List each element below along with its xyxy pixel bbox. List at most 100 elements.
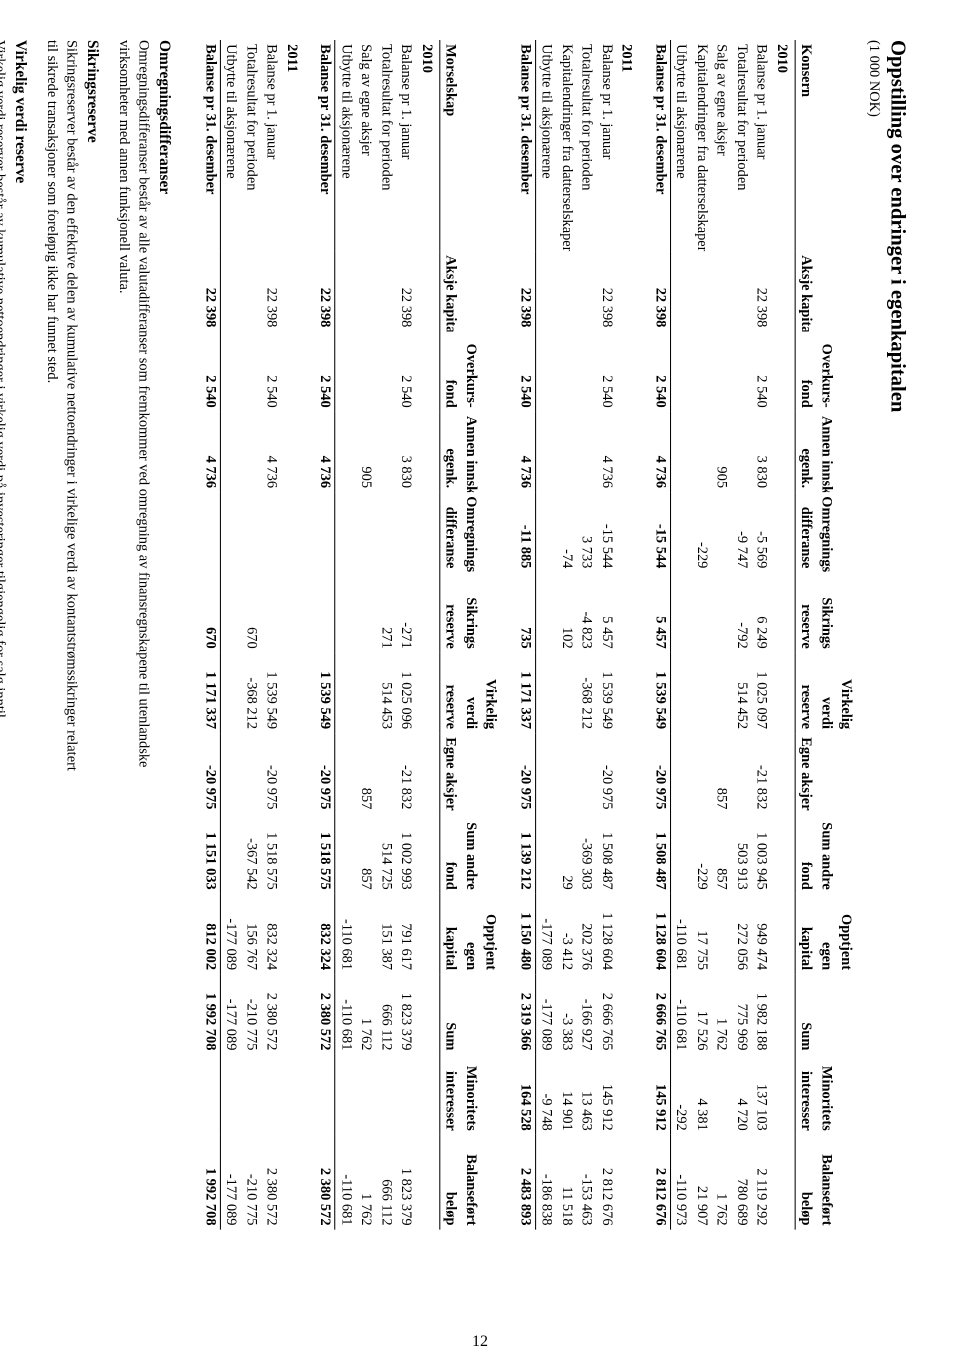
cell: 29: [556, 814, 576, 894]
cell: 2 380 572: [261, 974, 281, 1054]
cell: [536, 251, 557, 331]
cell: 791 617: [396, 894, 416, 974]
col-header: Sikrings: [460, 573, 480, 653]
cell: [220, 573, 241, 653]
col-header: Minoritets: [816, 1055, 836, 1135]
table-row: Balanse pr 1. januar22 3982 5404 736-15 …: [596, 40, 616, 1230]
col-header: [836, 331, 856, 411]
col-header: Overkurs-: [460, 331, 480, 411]
cell: 2 319 366: [515, 974, 536, 1054]
cell: [671, 251, 692, 331]
cell: 17 526: [691, 974, 711, 1054]
note-heading: Omregningsdifferanser: [154, 40, 175, 782]
total-row: Balanse pr 31. desember22 3982 5404 7366…: [200, 40, 221, 1230]
row-label: Totalresultat for perioden: [376, 40, 396, 251]
row-label: Utbytte til aksjonærene: [671, 40, 692, 251]
cell: 1 539 549: [315, 653, 336, 733]
cell: -229: [691, 814, 711, 894]
cell: 1 982 188: [751, 974, 771, 1054]
row-label: Balanse pr 1. januar: [596, 40, 616, 251]
row-label: Utbytte til aksjonærene: [335, 40, 356, 251]
cell: 832 324: [315, 894, 336, 974]
table-row: Salg av egne aksjer9058578571 7621 762: [711, 40, 731, 1230]
cell: 2 119 292: [751, 1135, 771, 1230]
cell: 1 762: [711, 974, 731, 1054]
cell: 780 689: [731, 1135, 751, 1230]
note-body: Sikringsreserver består av den effektive…: [41, 40, 80, 782]
cell: 102: [556, 573, 576, 653]
cell: [536, 331, 557, 411]
col-header: Egne aksjer: [440, 733, 461, 813]
cell: 4 381: [691, 1055, 711, 1135]
cell: [671, 492, 692, 572]
cell: -9 747: [731, 492, 751, 572]
cell: [220, 492, 241, 572]
cell: 145 912: [596, 1055, 616, 1135]
col-header: reserve: [795, 653, 816, 733]
cell: [335, 733, 356, 813]
cell: -166 927: [576, 974, 596, 1054]
col-header: [836, 412, 856, 492]
cell: 4 736: [261, 412, 281, 492]
row-label: Balanse pr 1. januar: [396, 40, 416, 251]
page-subtitle: (1 000 NOK): [864, 40, 882, 1214]
cell: [536, 492, 557, 572]
table-row: Salg av egne aksjer9058578571 7621 762: [356, 40, 376, 1230]
cell: -20 975: [515, 733, 536, 813]
col-header: Sum andre: [816, 814, 836, 894]
cell: [671, 412, 692, 492]
cell: 4 736: [650, 412, 671, 492]
cell: 6 249: [751, 573, 771, 653]
col-header: [460, 733, 480, 813]
cell: 514 452: [731, 653, 751, 733]
cell: [691, 331, 711, 411]
cell: 14 901: [556, 1055, 576, 1135]
table-row: Balanse pr 1. januar22 3982 5403 830-5 5…: [751, 40, 771, 1230]
col-header: verdi: [460, 653, 480, 733]
cell: -177 089: [536, 974, 557, 1054]
cell: [576, 412, 596, 492]
cell: 272 056: [731, 894, 751, 974]
cell: [691, 412, 711, 492]
table-row: Totalresultat for perioden3 733-4 823-36…: [576, 40, 596, 1230]
cell: -368 212: [241, 653, 261, 733]
financial-statement: Oppstilling over endringer i egenkapital…: [0, 40, 910, 1214]
col-header: Omregnings: [816, 492, 836, 572]
cell: 2 540: [315, 331, 336, 411]
col-header: kapital: [440, 894, 461, 974]
col-header: [480, 573, 500, 653]
cell: [536, 573, 557, 653]
cell: -15 544: [596, 492, 616, 572]
col-header: [460, 251, 480, 331]
cell: [356, 653, 376, 733]
cell: [335, 573, 356, 653]
cell: [376, 1055, 396, 1135]
cell: [220, 331, 241, 411]
cell: 2 666 765: [596, 974, 616, 1054]
cell: -21 832: [751, 733, 771, 813]
cell: [556, 251, 576, 331]
cell: [536, 814, 557, 894]
row-label: Utbytte til aksjonærene: [536, 40, 557, 251]
col-header: egen: [816, 894, 836, 974]
cell: 735: [515, 573, 536, 653]
col-header: verdi: [816, 653, 836, 733]
cell: [671, 331, 692, 411]
cell: 1 508 487: [650, 814, 671, 894]
cell: [691, 251, 711, 331]
cell: -5 569: [751, 492, 771, 572]
col-header: fond: [440, 814, 461, 894]
row-label: Balanse pr 31. desember: [515, 40, 536, 251]
cell: -210 775: [241, 1135, 261, 1230]
col-header: Minoritets: [460, 1055, 480, 1135]
cell: 1 539 549: [261, 653, 281, 733]
table-konsern: VirkeligOpptjentOverkurs-Annen innsk.Omr…: [515, 40, 856, 1230]
cell: 2 812 676: [596, 1135, 616, 1230]
cell: 857: [711, 814, 731, 894]
row-label: Balanse pr 31. desember: [650, 40, 671, 251]
cell: [711, 331, 731, 411]
cell: [335, 814, 356, 894]
cell: 1 518 575: [315, 814, 336, 894]
cell: -15 544: [650, 492, 671, 572]
cell: [200, 492, 221, 572]
